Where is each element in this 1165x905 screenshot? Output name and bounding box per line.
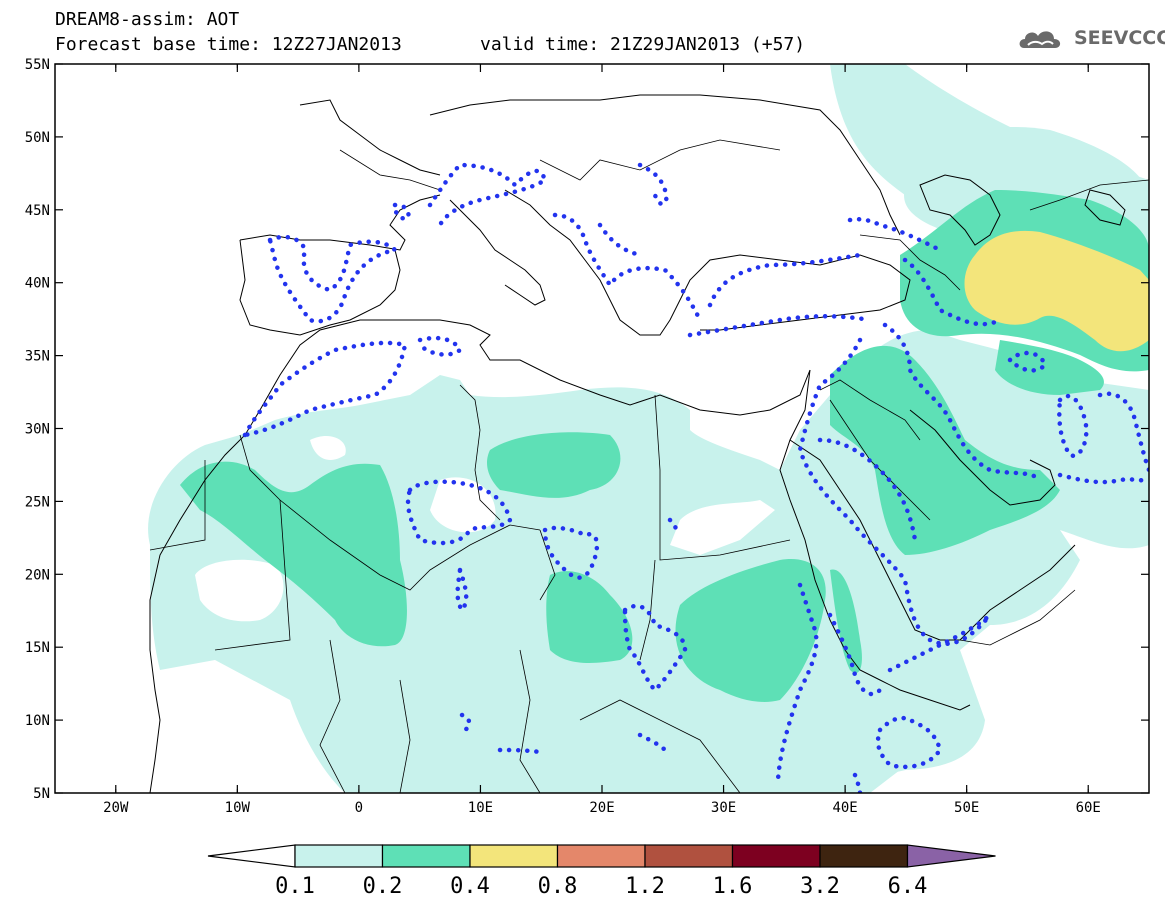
lon-tick-label: 0 bbox=[355, 800, 363, 816]
colorbar-level-label: 0.1 bbox=[275, 874, 315, 899]
lon-tick-label: 30E bbox=[711, 800, 736, 816]
lat-tick-label: 15N bbox=[25, 640, 50, 656]
lat-tick-label: 45N bbox=[25, 203, 50, 219]
aot-shading-0.1 bbox=[148, 64, 1149, 793]
lat-tick-label: 5N bbox=[33, 786, 50, 802]
longitude-axis: 20W 10W 0 10E 20E 30E 40E 50E 60E bbox=[103, 64, 1101, 816]
lon-tick-label: 20E bbox=[589, 800, 614, 816]
chart-title: DREAM8-assim: AOT bbox=[55, 9, 240, 30]
colorbar-level-label: 0.4 bbox=[450, 874, 490, 899]
dotted-contours bbox=[242, 162, 1149, 793]
logo-text: SEEVCCC bbox=[1074, 27, 1165, 49]
colorbar-over-arrow bbox=[906, 844, 996, 868]
lat-tick-label: 20N bbox=[25, 567, 50, 583]
colorbar-level-label: 1.2 bbox=[625, 874, 665, 899]
lat-tick-label: 40N bbox=[25, 276, 50, 292]
lat-tick-label: 10N bbox=[25, 713, 50, 729]
seevccc-cloud-logo-icon bbox=[1019, 31, 1061, 48]
country-borders bbox=[149, 139, 1149, 793]
colorbar-level-label: 0.8 bbox=[538, 874, 578, 899]
lon-tick-label: 40E bbox=[832, 800, 857, 816]
forecast-base-time: Forecast base time: 12Z27JAN2013 bbox=[55, 34, 402, 55]
colorbar-swatch bbox=[381, 844, 471, 868]
lon-tick-label: 50E bbox=[954, 800, 979, 816]
valid-time: valid time: 21Z29JAN2013 (+57) bbox=[480, 34, 806, 55]
colorbar-level-label: 1.6 bbox=[713, 874, 753, 899]
aot-low-regions bbox=[195, 435, 775, 622]
lat-tick-label: 25N bbox=[25, 494, 50, 510]
lat-tick-label: 50N bbox=[25, 130, 50, 146]
lon-tick-label: 10E bbox=[468, 800, 493, 816]
colorbar-level-label: 0.2 bbox=[363, 874, 403, 899]
colorbar-swatch bbox=[819, 844, 909, 868]
colorbar-swatch bbox=[731, 844, 821, 868]
aot-shading-0.4 bbox=[964, 230, 1149, 352]
colorbar-under-arrow bbox=[207, 844, 296, 868]
lon-tick-label: 60E bbox=[1076, 800, 1101, 816]
lat-tick-label: 30N bbox=[25, 422, 50, 438]
colorbar-level-label: 3.2 bbox=[800, 874, 840, 899]
colorbar-legend: 0.1 0.2 0.4 0.8 1.2 1.6 3.2 6.4 bbox=[207, 844, 996, 899]
colorbar-swatch bbox=[644, 844, 734, 868]
latitude-axis: 55N 50N 45N 40N 35N 30N 25N 20N 15N 10N 5N bbox=[25, 57, 1149, 802]
colorbar-swatch bbox=[469, 844, 559, 868]
lat-tick-label: 55N bbox=[25, 57, 50, 73]
colorbar-swatch bbox=[294, 844, 384, 868]
lon-tick-label: 10W bbox=[225, 800, 251, 816]
colorbar-swatch bbox=[556, 844, 646, 868]
colorbar-level-label: 6.4 bbox=[888, 874, 928, 899]
lon-tick-label: 20W bbox=[103, 800, 129, 816]
lat-tick-label: 35N bbox=[25, 349, 50, 365]
